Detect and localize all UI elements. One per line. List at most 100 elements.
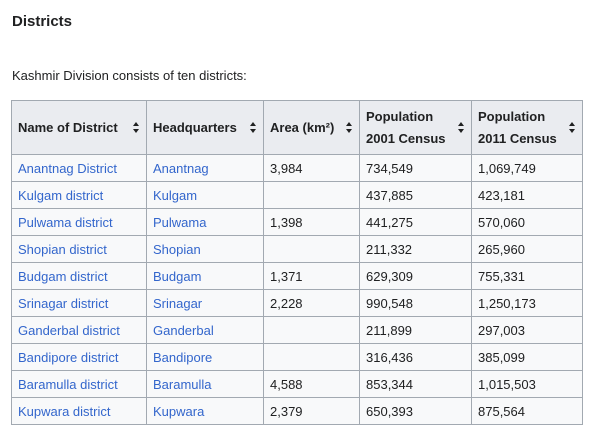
population-2011-value: 1,015,503	[478, 376, 536, 392]
population-2001-cell: 437,885	[359, 181, 472, 209]
population-2001-value: 650,393	[366, 403, 413, 419]
headquarters-link[interactable]: Anantnag	[153, 160, 209, 176]
population-2001-value: 211,332	[366, 241, 413, 257]
population-2011-value: 1,069,749	[478, 160, 536, 176]
area-cell: 2,228	[263, 289, 360, 317]
district-cell: Kulgam district	[11, 181, 147, 209]
column-header-label: Population	[366, 108, 434, 124]
district-link[interactable]: Shopian district	[18, 241, 107, 257]
headquarters-cell: Srinagar	[146, 289, 264, 317]
population-2001-cell: 211,332	[359, 235, 472, 263]
population-2001-value: 853,344	[366, 376, 413, 392]
population-2001-cell: 316,436	[359, 343, 472, 371]
population-2001-value: 437,885	[366, 187, 413, 203]
district-link[interactable]: Baramulla district	[18, 376, 118, 392]
table-row: Kupwara district Kupwara 2,379 650,393 875,5…	[11, 397, 583, 425]
area-cell: 3,984	[263, 154, 360, 182]
population-2011-cell: 875,564	[471, 397, 583, 425]
headquarters-link[interactable]: Kulgam	[153, 187, 198, 203]
district-cell: Shopian district	[11, 235, 147, 263]
column-header-label: Headquarters	[153, 120, 237, 135]
column-header-population-2001[interactable]: Population 2001 Census	[359, 100, 472, 155]
headquarters-link[interactable]: Shopian	[153, 241, 201, 257]
population-2011-value: 755,331	[478, 268, 525, 284]
area-cell: 4,588	[263, 370, 360, 398]
population-2011-cell: 265,960	[471, 235, 583, 263]
district-cell: Kupwara district	[11, 397, 147, 425]
table-row: Budgam district Budgam 1,371 629,309 755,331	[11, 262, 583, 290]
column-header-label: Population	[478, 108, 546, 124]
districts-table: Name of District Headquarters Area (km²)	[11, 100, 583, 425]
district-cell: Baramulla district	[11, 370, 147, 398]
district-link[interactable]: Pulwama district	[18, 214, 113, 230]
district-link[interactable]: Budgam district	[18, 268, 108, 284]
table-row: Shopian district Shopian 211,332 265,960	[11, 235, 583, 263]
section-heading: Districts	[12, 13, 73, 30]
district-cell: Anantnag District	[11, 154, 147, 182]
population-2011-cell: 755,331	[471, 262, 583, 290]
district-link[interactable]: Anantnag District	[18, 160, 117, 176]
population-2011-cell: 385,099	[471, 343, 583, 371]
area-cell	[263, 343, 360, 371]
area-cell: 1,371	[263, 262, 360, 290]
column-header-population-2011[interactable]: Population 2011 Census	[471, 100, 583, 155]
district-cell: Budgam district	[11, 262, 147, 290]
table-row: Srinagar district Srinagar 2,228 990,548 1,2…	[11, 289, 583, 317]
sort-icon[interactable]	[133, 122, 140, 133]
headquarters-link[interactable]: Bandipore	[153, 349, 213, 365]
district-link[interactable]: Ganderbal district	[18, 322, 120, 338]
population-2011-value: 1,250,173	[478, 295, 536, 311]
district-cell: Srinagar district	[11, 289, 147, 317]
sort-icon[interactable]	[250, 122, 257, 133]
area-value: 2,379	[270, 403, 303, 419]
headquarters-cell: Kulgam	[146, 181, 264, 209]
population-2001-cell: 853,344	[359, 370, 472, 398]
district-link[interactable]: Kupwara district	[18, 403, 111, 419]
population-2011-cell: 570,060	[471, 208, 583, 236]
population-2001-value: 629,309	[366, 268, 413, 284]
headquarters-link[interactable]: Kupwara	[153, 403, 205, 419]
headquarters-link[interactable]: Budgam	[153, 268, 202, 284]
sort-icon[interactable]	[346, 122, 353, 133]
population-2001-cell: 990,548	[359, 289, 472, 317]
area-cell	[263, 235, 360, 263]
population-2011-cell: 297,003	[471, 316, 583, 344]
headquarters-link[interactable]: Srinagar	[153, 295, 203, 311]
area-value: 1,371	[270, 268, 303, 284]
district-link[interactable]: Srinagar district	[18, 295, 109, 311]
headquarters-cell: Ganderbal	[146, 316, 264, 344]
header-row: Name of District Headquarters Area (km²)	[11, 100, 583, 155]
headquarters-cell: Budgam	[146, 262, 264, 290]
column-header-label: Area (km²)	[270, 120, 335, 135]
column-header-district[interactable]: Name of District	[11, 100, 147, 155]
table-row: Baramulla district Baramulla 4,588 853,344 1…	[11, 370, 583, 398]
population-2001-cell: 441,275	[359, 208, 472, 236]
table-body: Anantnag District Anantnag 3,984 734,549 1,0…	[11, 154, 583, 425]
area-cell	[263, 181, 360, 209]
column-header-headquarters[interactable]: Headquarters	[146, 100, 264, 155]
population-2011-value: 875,564	[478, 403, 525, 419]
headquarters-cell: Pulwama	[146, 208, 264, 236]
district-link[interactable]: Bandipore district	[18, 349, 119, 365]
headquarters-cell: Baramulla	[146, 370, 264, 398]
district-cell: Pulwama district	[11, 208, 147, 236]
population-2001-value: 734,549	[366, 160, 413, 176]
column-header-area[interactable]: Area (km²)	[263, 100, 360, 155]
table-header: Name of District Headquarters Area (km²)	[11, 100, 583, 155]
population-2001-cell: 211,899	[359, 316, 472, 344]
table-row: Kulgam district Kulgam 437,885 423,181	[11, 181, 583, 209]
population-2011-value: 570,060	[478, 214, 525, 230]
headquarters-cell: Shopian	[146, 235, 264, 263]
sort-icon[interactable]	[569, 122, 576, 133]
headquarters-link[interactable]: Pulwama	[153, 214, 207, 230]
sort-icon[interactable]	[458, 122, 465, 133]
headquarters-link[interactable]: Ganderbal	[153, 322, 214, 338]
area-cell: 1,398	[263, 208, 360, 236]
population-2011-cell: 1,015,503	[471, 370, 583, 398]
population-2001-value: 316,436	[366, 349, 413, 365]
district-cell: Ganderbal district	[11, 316, 147, 344]
headquarters-link[interactable]: Baramulla	[153, 376, 212, 392]
district-cell: Bandipore district	[11, 343, 147, 371]
district-link[interactable]: Kulgam district	[18, 187, 104, 203]
